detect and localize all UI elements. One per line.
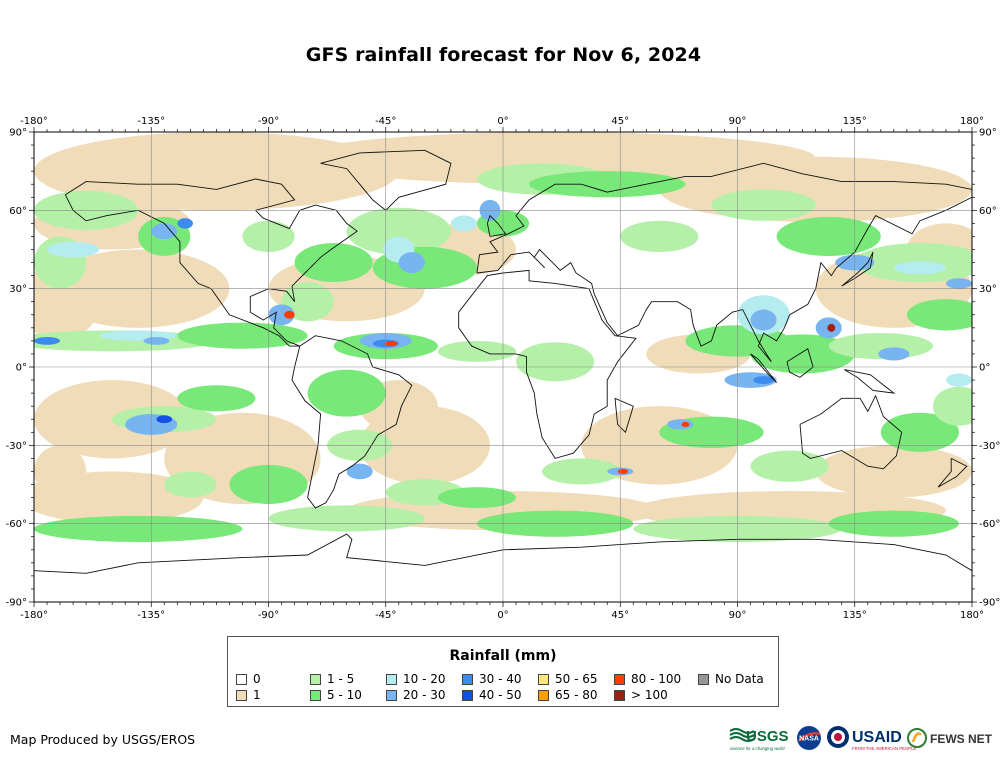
svg-text:FEWS NET: FEWS NET <box>930 732 993 746</box>
lon-tick-label-top: -45° <box>375 116 396 127</box>
svg-text:FROM THE AMERICAN PEOPLE: FROM THE AMERICAN PEOPLE <box>852 746 917 751</box>
lat-tick-label-left: -90° <box>6 598 27 609</box>
legend-label: 30 - 40 <box>479 672 522 686</box>
fewsnet-logo: FEWS NET <box>906 725 998 757</box>
svg-text:NASA: NASA <box>799 736 819 743</box>
lat-tick-label-left: 30° <box>9 284 27 295</box>
lon-tick-label-top: 45° <box>611 116 629 127</box>
credit-text: Map Produced by USGS/EROS <box>10 732 196 747</box>
lat-tick-label-right: -90° <box>979 598 1000 609</box>
lon-tick-label-bottom: 135° <box>843 610 867 620</box>
lat-tick-label-right: 60° <box>979 206 997 217</box>
usgs-logo: USGS science for a changing world <box>728 725 792 757</box>
legend-label: 1 <box>253 688 261 702</box>
lat-tick-label-right: -60° <box>979 519 1000 530</box>
lat-tick-label-right: 0° <box>979 363 990 374</box>
legend-swatch <box>310 690 321 701</box>
legend-label: 20 - 30 <box>403 688 446 702</box>
legend-item: 65 - 80 <box>538 688 598 702</box>
lat-tick-label-left: 60° <box>9 206 27 217</box>
rainfall-map: -180° -180° -135° -135° -90° -90° -45° -45° 0° 0°… <box>6 116 1001 620</box>
legend-title: Rainfall (mm) <box>449 648 557 664</box>
legend: Rainfall (mm) 0 1 1 - 5 5 - 10 10 - 20 20 - 3… <box>227 636 779 707</box>
legend-swatch <box>310 674 321 685</box>
legend-item: 0 <box>236 672 261 686</box>
svg-text:science for a changing world: science for a changing world <box>730 746 785 751</box>
legend-item: 5 - 10 <box>310 688 362 702</box>
lat-tick-label-left: 0° <box>16 363 27 374</box>
legend-item: 40 - 50 <box>462 688 522 702</box>
legend-item: 1 <box>236 688 261 702</box>
lon-tick-label-bottom: 45° <box>611 610 629 620</box>
lon-tick-label-bottom: 180° <box>960 610 984 620</box>
lat-tick-label-left: -30° <box>6 441 27 452</box>
svg-text:USGS: USGS <box>746 728 789 745</box>
legend-swatch <box>538 674 549 685</box>
lon-tick-label-bottom: 90° <box>729 610 747 620</box>
lon-tick-label-top: -180° <box>20 116 48 127</box>
lon-tick-label-bottom: -135° <box>137 610 165 620</box>
legend-label: 1 - 5 <box>327 672 355 686</box>
legend-swatch <box>462 690 473 701</box>
legend-item: > 100 <box>614 688 668 702</box>
legend-swatch <box>386 690 397 701</box>
axis-ticks: -180° -180° -135° -135° -90° -90° -45° -45° 0° 0°… <box>6 116 1001 620</box>
lon-tick-label-bottom: -90° <box>258 610 279 620</box>
legend-swatch <box>462 674 473 685</box>
legend-swatch <box>698 674 709 685</box>
legend-item: 20 - 30 <box>386 688 446 702</box>
map-title: GFS rainfall forecast for Nov 6, 2024 <box>305 44 702 66</box>
legend-item: 30 - 40 <box>462 672 522 686</box>
legend-swatch <box>386 674 397 685</box>
lon-tick-label-bottom: -180° <box>20 610 48 620</box>
legend-label: 0 <box>253 672 261 686</box>
lon-tick-label-top: 180° <box>960 116 984 127</box>
legend-label: 10 - 20 <box>403 672 446 686</box>
legend-label: 80 - 100 <box>631 672 682 686</box>
lon-tick-label-top: 0° <box>497 116 508 127</box>
legend-item: No Data <box>698 672 764 686</box>
lon-tick-label-bottom: -45° <box>375 610 396 620</box>
legend-label: No Data <box>715 672 764 686</box>
legend-label: 5 - 10 <box>327 688 362 702</box>
svg-text:USAID: USAID <box>852 729 902 746</box>
usaid-logo: USAID FROM THE AMERICAN PEOPLE <box>826 725 936 757</box>
lat-tick-label-right: 30° <box>979 284 997 295</box>
legend-swatch <box>614 674 625 685</box>
legend-swatch <box>236 674 247 685</box>
legend-label: 65 - 80 <box>555 688 598 702</box>
legend-swatch <box>614 690 625 701</box>
legend-item: 50 - 65 <box>538 672 598 686</box>
legend-label: 40 - 50 <box>479 688 522 702</box>
lat-tick-label-left: -60° <box>6 519 27 530</box>
lon-tick-label-top: 90° <box>729 116 747 127</box>
lat-tick-label-right: 90° <box>979 128 997 139</box>
legend-item: 10 - 20 <box>386 672 446 686</box>
legend-swatch <box>236 690 247 701</box>
legend-item: 80 - 100 <box>614 672 681 686</box>
lat-tick-label-right: -30° <box>979 441 1000 452</box>
nasa-logo: NASA <box>796 725 822 755</box>
lon-tick-label-top: -90° <box>258 116 279 127</box>
legend-label: > 100 <box>631 688 668 702</box>
legend-item: 1 - 5 <box>310 672 354 686</box>
lat-tick-label-left: 90° <box>9 128 27 139</box>
legend-label: 50 - 65 <box>555 672 598 686</box>
lon-tick-label-bottom: 0° <box>497 610 508 620</box>
lon-tick-label-top: -135° <box>137 116 165 127</box>
lon-tick-label-top: 135° <box>843 116 867 127</box>
legend-swatch <box>538 690 549 701</box>
